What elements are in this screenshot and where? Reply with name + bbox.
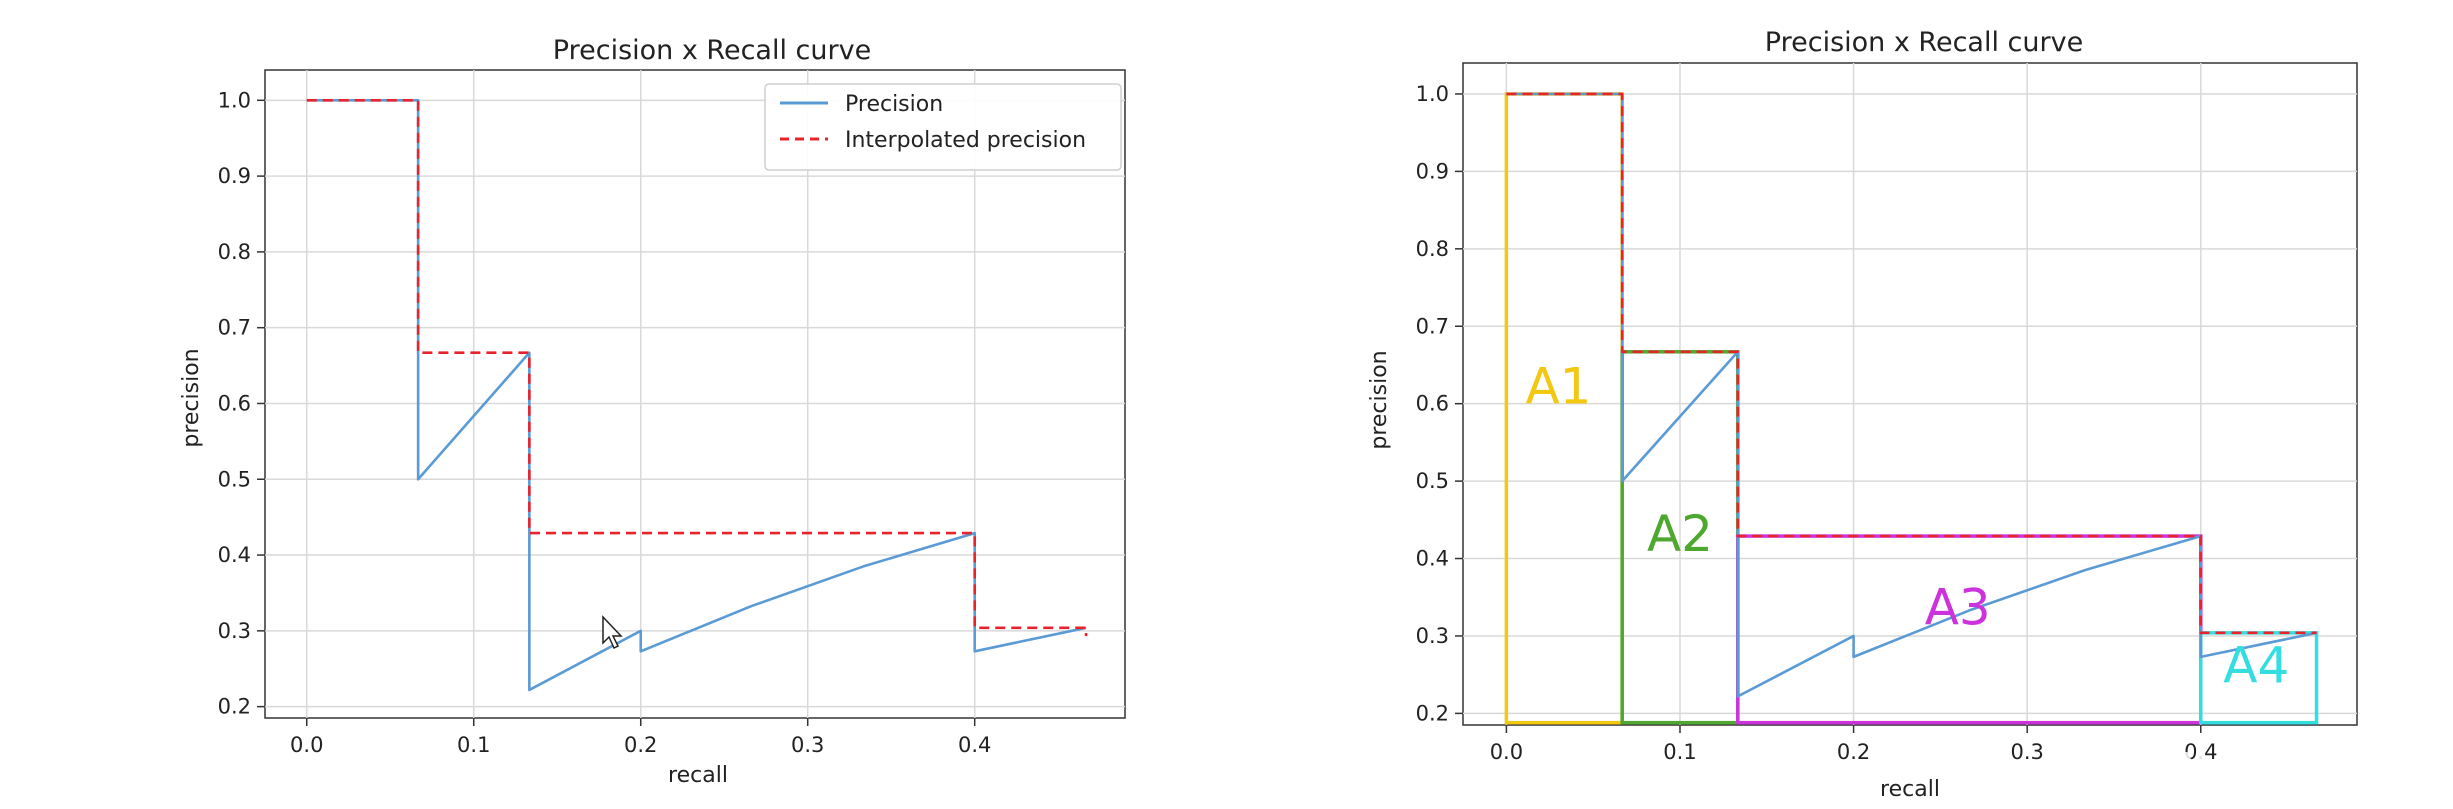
watermark: CSDN @闭月之泪舞 xyxy=(2099,745,2447,789)
left-plot-area xyxy=(264,69,1126,719)
x-tick-label: 0.1 xyxy=(1663,740,1696,764)
y-tick-label: 0.6 xyxy=(1416,392,1449,416)
y-tick-label: 0.9 xyxy=(218,164,251,188)
region-a4-box xyxy=(2199,631,2319,725)
left-y-axis-label: precision xyxy=(179,348,204,447)
x-tick-label: 0.3 xyxy=(2010,740,2043,764)
y-tick-label: 0.4 xyxy=(218,543,251,567)
legend-precision-label: Precision xyxy=(845,92,943,117)
y-tick-label: 0.4 xyxy=(1416,547,1449,571)
y-tick-label: 1.0 xyxy=(1416,82,1449,106)
y-tick-label: 0.5 xyxy=(218,467,251,491)
right-plot-area xyxy=(1462,62,2358,726)
x-tick-label: 0.4 xyxy=(958,733,991,757)
right-y-ticks: 0.2 0.3 0.4 0.5 0.6 0.7 0.8 0.9 1.0 xyxy=(1416,82,1463,725)
region-a3-label: A3 xyxy=(1925,578,1991,636)
right-series xyxy=(1506,92,2317,698)
region-a1-label: A1 xyxy=(1525,358,1591,416)
left-series xyxy=(306,99,1088,692)
region-a2-label: A2 xyxy=(1647,505,1713,563)
y-tick-label: 0.8 xyxy=(218,240,251,264)
y-tick-label: 0.8 xyxy=(1416,237,1449,261)
x-tick-label: 0.2 xyxy=(1837,740,1870,764)
y-tick-label: 1.0 xyxy=(218,88,251,112)
right-y-axis-label: precision xyxy=(1367,350,1392,449)
y-tick-label: 0.3 xyxy=(1416,624,1449,648)
x-tick-label: 0.0 xyxy=(290,733,323,757)
left-x-axis-label: recall xyxy=(668,763,728,788)
mouse-cursor-icon xyxy=(602,615,623,650)
y-tick-label: 0.3 xyxy=(218,619,251,643)
legend-interpolated-label: Interpolated precision xyxy=(845,128,1086,153)
legend-box xyxy=(764,83,1122,171)
x-tick-label: 0.1 xyxy=(457,733,490,757)
y-tick-label: 0.5 xyxy=(1416,469,1449,493)
y-tick-label: 0.6 xyxy=(218,391,251,415)
left-chart-title: Precision x Recall curve xyxy=(553,35,871,66)
y-tick-label: 0.2 xyxy=(1416,701,1449,725)
left-chart: Precision x Recall curve 0.0 0.1 0.2 0.3 0.4… xyxy=(179,35,1126,788)
x-tick-label: 0.0 xyxy=(1490,740,1523,764)
left-x-ticks: 0.0 0.1 0.2 0.3 0.4 xyxy=(290,718,991,757)
y-tick-label: 0.7 xyxy=(218,316,251,340)
left-y-ticks: 0.2 0.3 0.4 0.5 0.6 0.7 0.8 0.9 1.0 xyxy=(218,88,265,719)
right-chart-title: Precision x Recall curve xyxy=(1765,27,2083,58)
region-a4-label: A4 xyxy=(2223,636,2289,694)
right-chart: Precision x Recall curve 0.0 0.1 0.2 0.3 0.4… xyxy=(1367,27,2358,802)
y-tick-label: 0.2 xyxy=(218,695,251,719)
right-x-ticks: 0.0 0.1 0.2 0.3 0.4 xyxy=(1490,725,2217,764)
y-tick-label: 0.7 xyxy=(1416,314,1449,338)
left-legend: Precision Interpolated precision xyxy=(764,83,1122,171)
x-tick-label: 0.2 xyxy=(624,733,657,757)
x-tick-label: 0.3 xyxy=(791,733,824,757)
interpolated-precision-line xyxy=(1506,92,2317,635)
x-tick-label: 0.4 xyxy=(2184,740,2217,764)
y-tick-label: 0.9 xyxy=(1416,159,1449,183)
interpolated-precision-line xyxy=(306,99,1088,637)
right-x-axis-label: recall xyxy=(1880,777,1940,802)
right-region-labels: A1 A2 A3 A4 xyxy=(1525,358,2289,695)
